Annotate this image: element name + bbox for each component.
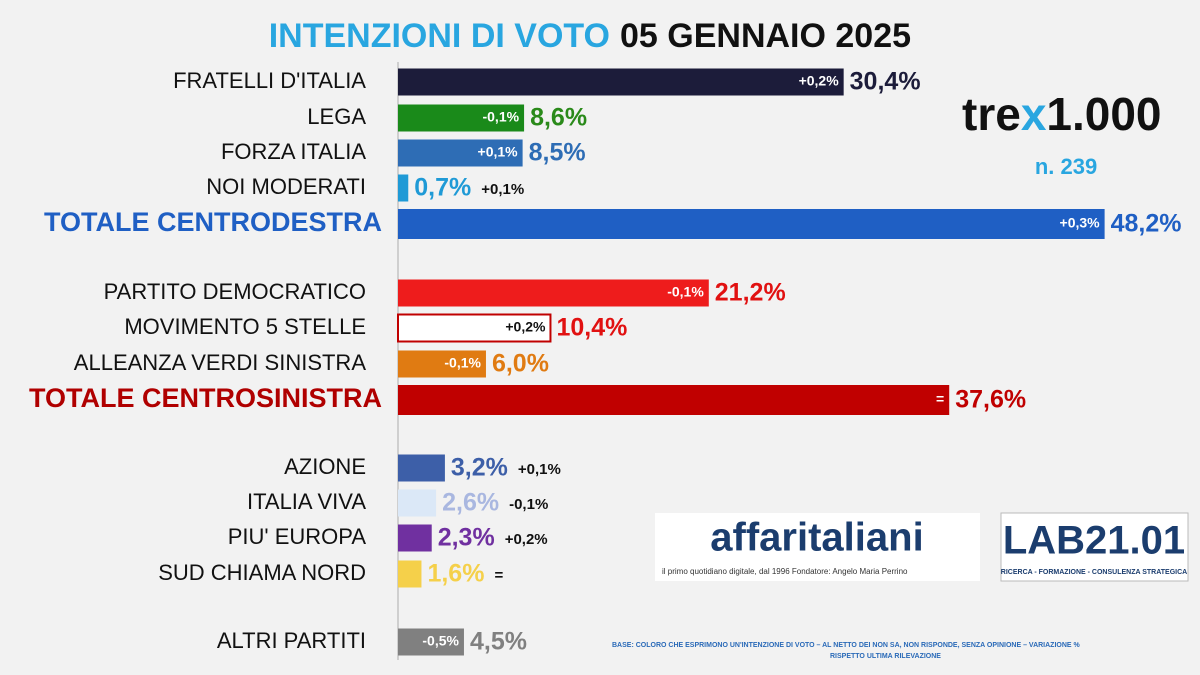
- category-label: FORZA ITALIA: [221, 139, 366, 164]
- change-label: +0,2%: [799, 73, 840, 89]
- bar: [398, 628, 464, 656]
- value-label: 37,6%: [955, 386, 1026, 414]
- category-label: SUD CHIAMA NORD: [158, 560, 366, 585]
- value-label: 21,2%: [715, 279, 786, 307]
- lab-box: [1000, 512, 1189, 582]
- value-label: 2,3%: [438, 524, 495, 552]
- bar: [398, 68, 844, 96]
- bar: [398, 104, 525, 132]
- value-label: 10,4%: [556, 314, 627, 342]
- change-label: -0,1%: [509, 496, 548, 513]
- footnote: BASE: COLORO CHE ESPRIMONO UN'INTENZIONE…: [612, 642, 1081, 649]
- bar: [398, 139, 523, 167]
- chart-title: INTENZIONI DI VOTO: [269, 17, 610, 55]
- category-label: MOVIMENTO 5 STELLE: [124, 314, 366, 339]
- change-label: +0,2%: [505, 531, 548, 548]
- change-label: =: [494, 567, 503, 584]
- publisher-box: [655, 513, 980, 581]
- change-label: +0,2%: [505, 319, 546, 335]
- value-label: 0,7%: [414, 174, 471, 202]
- chart-subtitle: 05 GENNAIO 2025: [620, 17, 911, 55]
- category-label: TOTALE CENTRODESTRA: [44, 207, 382, 237]
- bar: [398, 524, 432, 552]
- bar: [398, 279, 709, 307]
- bar: [398, 560, 422, 588]
- change-label: +0,3%: [1060, 215, 1101, 231]
- change-label: -0,1%: [667, 284, 704, 300]
- bar: [398, 209, 1105, 239]
- category-label: LEGA: [307, 104, 366, 129]
- bar: [398, 454, 445, 482]
- bar: [398, 489, 437, 517]
- sample-size: n. 239: [1035, 154, 1097, 179]
- lab-tagline: RICERCA - FORMAZIONE - CONSULENZA STRATE…: [1001, 569, 1187, 576]
- bar: [398, 174, 409, 202]
- footnote: RISPETTO ULTIMA RILEVAZIONE: [830, 653, 941, 660]
- bar: [398, 350, 486, 378]
- category-label: ITALIA VIVA: [247, 489, 366, 514]
- change-label: -0,5%: [422, 633, 459, 649]
- bar: [398, 385, 950, 415]
- value-label: 48,2%: [1111, 210, 1182, 238]
- change-label: +0,1%: [481, 181, 524, 198]
- category-label: AZIONE: [284, 454, 366, 479]
- category-label: ALLEANZA VERDI SINISTRA: [74, 350, 367, 375]
- category-label: TOTALE CENTROSINISTRA: [29, 383, 382, 413]
- brand-logo: trex1.000: [962, 88, 1162, 140]
- change-label: -0,1%: [482, 109, 519, 125]
- value-label: 1,6%: [427, 560, 484, 588]
- value-label: 3,2%: [451, 454, 508, 482]
- change-label: +0,1%: [478, 144, 519, 160]
- lab-logo: LAB21.01: [1003, 519, 1185, 563]
- change-label: +0,1%: [518, 461, 561, 478]
- value-label: 8,6%: [530, 104, 587, 132]
- publisher-tagline: il primo quotidiano digitale, dal 1996 F…: [662, 567, 908, 576]
- category-label: PIU' EUROPA: [228, 524, 367, 549]
- change-label: -0,1%: [444, 355, 481, 371]
- publisher-logo: affaritaliani: [710, 516, 923, 560]
- change-label: =: [936, 391, 944, 407]
- bar: [397, 313, 552, 343]
- value-label: 2,6%: [442, 489, 499, 517]
- category-label: ALTRI PARTITI: [217, 628, 366, 653]
- value-label: 4,5%: [470, 628, 527, 656]
- value-label: 30,4%: [850, 68, 921, 96]
- category-label: NOI MODERATI: [206, 174, 366, 199]
- category-label: FRATELLI D'ITALIA: [173, 68, 366, 93]
- value-label: 8,5%: [529, 139, 586, 167]
- category-label: PARTITO DEMOCRATICO: [104, 279, 366, 304]
- value-label: 6,0%: [492, 350, 549, 378]
